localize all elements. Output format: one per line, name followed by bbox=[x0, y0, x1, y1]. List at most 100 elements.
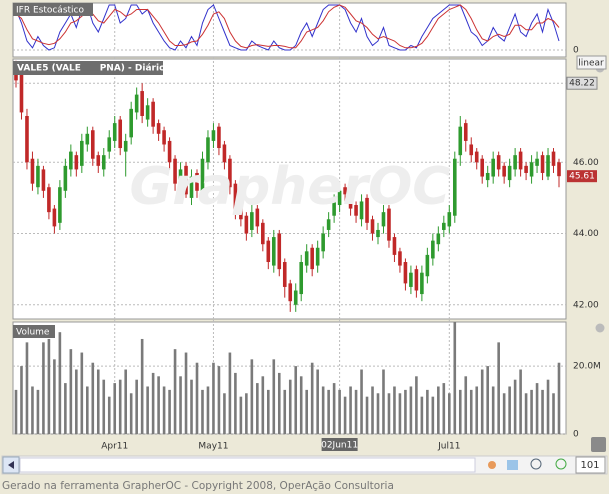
volume-bar bbox=[557, 362, 561, 434]
volume-bar bbox=[497, 342, 500, 434]
stochastic-line bbox=[15, 4, 560, 51]
volume-bar bbox=[387, 393, 391, 434]
volume-bar bbox=[201, 389, 204, 434]
stochastic-line bbox=[15, 4, 560, 49]
volume-bar bbox=[530, 389, 533, 434]
y-tick-label: 44.00 bbox=[573, 229, 599, 239]
stochastic-panel bbox=[12, 2, 567, 58]
candle-body bbox=[452, 158, 457, 216]
volume-bar bbox=[86, 386, 89, 434]
volume-bar bbox=[206, 386, 210, 434]
candle-body bbox=[551, 151, 556, 166]
volume-bar bbox=[502, 393, 506, 434]
volume-bar bbox=[228, 352, 232, 434]
candle-body bbox=[250, 212, 254, 230]
panel-title: Volume bbox=[16, 328, 50, 338]
zoom-box[interactable] bbox=[575, 456, 606, 474]
candle-body bbox=[403, 262, 408, 284]
scale-button[interactable] bbox=[576, 55, 607, 70]
candle-body bbox=[288, 283, 293, 302]
panel-title: VALE5 (VALE PNA) - Diário bbox=[17, 64, 165, 74]
candle-body bbox=[343, 187, 347, 195]
scale-label[interactable]: linear bbox=[578, 59, 604, 69]
scrollbar-track[interactable] bbox=[19, 457, 476, 473]
volume-bar bbox=[535, 383, 539, 434]
candle-body bbox=[69, 151, 73, 170]
candle-body bbox=[47, 187, 51, 213]
candle-body bbox=[337, 190, 342, 206]
candle-body bbox=[217, 126, 221, 149]
price-panel bbox=[12, 58, 567, 320]
volume-bar bbox=[486, 366, 489, 434]
candle-body bbox=[376, 229, 380, 238]
candle-body bbox=[332, 201, 336, 216]
volume-bar bbox=[80, 352, 84, 434]
volume-bar bbox=[475, 386, 479, 434]
zoom-count[interactable]: 101 bbox=[580, 460, 599, 471]
candle-body bbox=[529, 162, 534, 177]
candle-body bbox=[96, 155, 101, 166]
volume-bar bbox=[168, 389, 171, 434]
candle-body bbox=[458, 126, 463, 156]
candle-body bbox=[145, 105, 150, 120]
tool-button[interactable] bbox=[591, 437, 606, 452]
candle-body bbox=[299, 262, 304, 295]
volume-bar bbox=[524, 393, 528, 434]
volume-bar bbox=[140, 338, 144, 434]
candle-body bbox=[74, 155, 79, 170]
candle-body bbox=[518, 151, 523, 170]
volume-bar bbox=[107, 396, 111, 434]
volume-bar bbox=[448, 393, 451, 434]
candle-body bbox=[557, 162, 561, 177]
volume-bar bbox=[393, 386, 396, 434]
candle-body bbox=[277, 233, 282, 270]
volume-bar bbox=[513, 379, 517, 434]
candle-body bbox=[129, 108, 133, 138]
volume-bar bbox=[294, 366, 298, 434]
last-price-box bbox=[567, 170, 597, 183]
volume-bar bbox=[409, 386, 413, 434]
volume-bar bbox=[327, 389, 330, 434]
volume-bar bbox=[36, 389, 40, 434]
volume-bar bbox=[250, 359, 254, 434]
volume-bar bbox=[365, 396, 369, 434]
volume-bar bbox=[96, 369, 100, 434]
panel-title: IFR Estocástico bbox=[16, 6, 84, 16]
candle-body bbox=[271, 237, 276, 266]
tool-icons[interactable] bbox=[488, 458, 567, 470]
volume-bar bbox=[480, 369, 484, 434]
candle-body bbox=[524, 165, 528, 173]
candle-body bbox=[425, 254, 430, 277]
volume-bar bbox=[404, 389, 407, 434]
volume-bar bbox=[343, 396, 347, 434]
volume-bar bbox=[146, 386, 149, 434]
candle-body bbox=[354, 205, 358, 216]
volume-bar bbox=[305, 389, 308, 434]
volume-bar bbox=[217, 366, 221, 434]
cursor-label: 02Jun11 bbox=[321, 441, 358, 451]
volume-bar bbox=[277, 372, 281, 434]
volume-bar bbox=[288, 379, 292, 434]
candle-body bbox=[244, 215, 249, 234]
volume-bar bbox=[195, 362, 199, 434]
volume-bar bbox=[47, 338, 51, 434]
volume-bar bbox=[316, 369, 319, 434]
candle-body bbox=[392, 237, 397, 255]
candle-body bbox=[233, 183, 238, 213]
volume-bar bbox=[299, 376, 303, 434]
candle-body bbox=[162, 130, 166, 145]
candle-body bbox=[211, 130, 216, 141]
close-buttons[interactable] bbox=[595, 63, 605, 333]
volume-bar bbox=[426, 389, 429, 434]
price-marker-box bbox=[566, 76, 598, 90]
candle-body bbox=[123, 140, 128, 152]
candle-body bbox=[496, 155, 501, 170]
candle-body bbox=[507, 165, 512, 181]
volume-bar bbox=[420, 396, 424, 434]
candle-body bbox=[200, 158, 205, 195]
candle-body bbox=[222, 144, 227, 163]
volume-bar bbox=[118, 379, 122, 434]
y-tick-label: 0 bbox=[573, 430, 579, 440]
candle-body bbox=[447, 212, 452, 227]
